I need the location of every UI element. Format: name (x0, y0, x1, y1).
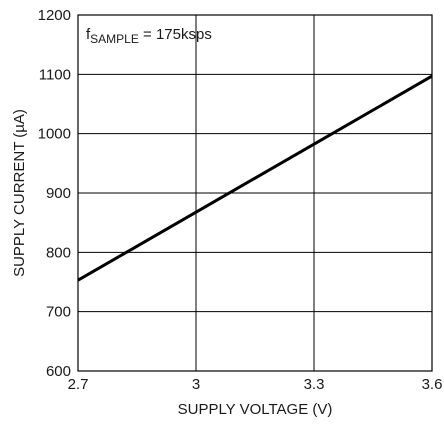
y-tick-label: 800 (46, 244, 71, 261)
y-tick-label: 1200 (38, 7, 71, 24)
x-tick-label: 2.7 (68, 376, 89, 393)
x-axis-title: SUPPLY VOLTAGE (V) (178, 401, 333, 418)
y-tick-label: 1000 (38, 126, 71, 143)
y-tick-label: 1100 (39, 66, 71, 83)
x-tick-label: 3 (192, 376, 200, 393)
series-layer (77, 74, 433, 282)
sample-rate-annotation: fSAMPLE = 175ksps (86, 26, 212, 46)
x-tick-label: 3.3 (304, 376, 325, 393)
x-tick-labels: 2.7 3 3.3 3.6 (68, 376, 443, 393)
y-axis-title: SUPPLY CURRENT (µA) (11, 109, 28, 277)
grid (78, 15, 432, 371)
y-tick-label: 900 (46, 185, 71, 202)
plot-frame (77, 14, 433, 372)
y-tick-label: 700 (46, 304, 71, 321)
y-tick-labels: 600 700 800 900 1000 1100 1200 (38, 7, 71, 380)
supply-current-line (77, 74, 433, 282)
y-tick-label: 600 (46, 363, 71, 380)
x-tick-label: 3.6 (422, 376, 443, 393)
